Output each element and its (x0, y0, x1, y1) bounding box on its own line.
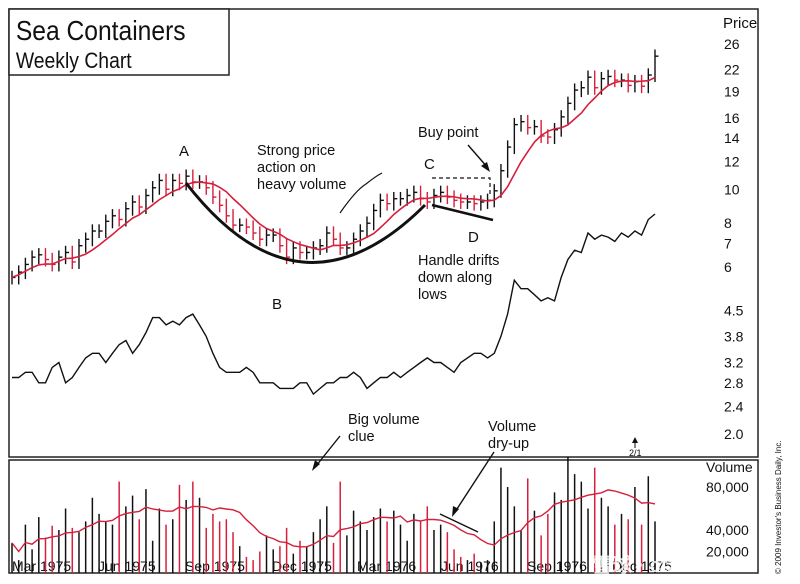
price-tick-label: 14 (724, 130, 740, 146)
annotation-handle-1: Handle drifts (418, 253, 499, 269)
price-pane-frame (8, 8, 759, 458)
relative-strength-line (12, 213, 656, 396)
annotation-d: D (468, 229, 479, 246)
price-tick-label: 2.0 (724, 426, 744, 442)
x-axis-label: Jun 1975 (98, 558, 156, 574)
price-tick-label: 4.5 (724, 303, 744, 319)
annotation-a: A (179, 143, 189, 160)
price-axis-label: Price (723, 15, 757, 32)
dryup-line (439, 513, 479, 533)
volume-axis-label: Volume (706, 459, 753, 475)
price-tick-label: 2.4 (724, 398, 744, 414)
x-axis-labels: Mar 1975 Jun 1975 Sep 1975 Dec 1975 Mar 1976… (12, 558, 672, 574)
split-marker-arrowhead (632, 437, 638, 443)
annotation-dryup-1: Volume (488, 419, 536, 435)
price-moving-average (11, 76, 656, 279)
price-tick-label: 3.2 (724, 355, 744, 371)
price-bars (11, 49, 659, 285)
copyright-text: © 2009 Investor's Business Daily, Inc. (774, 440, 783, 574)
annotation-big-volume-2: clue (348, 429, 375, 445)
annotation-dryup-2: dry-up (488, 436, 529, 452)
dryup-arrowhead (452, 506, 459, 517)
buy-point-line (432, 177, 491, 196)
x-axis-label: Sep 1975 (185, 558, 245, 574)
chart-title: Sea Containers (16, 15, 186, 47)
annotation-handle-2: down along (418, 270, 492, 286)
price-tick-label: 12 (724, 154, 740, 170)
big-volume-arrow (315, 435, 341, 467)
buy-point-arrowhead (481, 162, 490, 172)
chart-subtitle: Weekly Chart (16, 49, 132, 73)
price-tick-label: 6 (724, 259, 732, 275)
price-tick-label: 8 (724, 215, 732, 231)
price-tick-label: 2.8 (724, 375, 744, 391)
volume-moving-average (11, 489, 656, 553)
annotation-strong-2: action on (257, 160, 316, 176)
watermark-text: 雪球 · ct2007 (592, 554, 712, 577)
annotation-b: B (272, 296, 282, 313)
volume-tick-label: 20,000 (706, 544, 749, 560)
volume-tick-label: 40,000 (706, 522, 749, 538)
price-tick-label: 26 (724, 36, 740, 52)
big-volume-arrowhead (312, 460, 320, 471)
annotation-big-volume-1: Big volume (348, 412, 420, 428)
price-tick-label: 19 (724, 84, 740, 100)
dryup-arrow (454, 451, 495, 513)
handle-line (431, 203, 494, 222)
volume-bars (11, 456, 656, 573)
annotation-c: C (424, 156, 435, 173)
volume-pane-frame (8, 459, 759, 574)
x-axis-label: Mar 1975 (12, 558, 71, 574)
split-marker-label: 2/1 (629, 448, 642, 458)
volume-tick-label: 80,000 (706, 479, 749, 495)
annotation-strong-1: Strong price (257, 143, 335, 159)
x-axis-label: Jun 1976 (441, 558, 499, 574)
annotation-handle-3: lows (418, 287, 447, 303)
x-axis-label: Sep 1976 (527, 558, 587, 574)
price-tick-label: 22 (724, 61, 740, 77)
price-tick-label: 3.8 (724, 328, 744, 344)
price-tick-label: 10 (724, 181, 740, 197)
annotation-buy-point: Buy point (418, 125, 478, 141)
price-tick-label: 16 (724, 110, 740, 126)
title-box (8, 8, 230, 76)
x-axis-label: Dec 1975 (272, 558, 332, 574)
volume-axis-ticks: 80,000 40,000 20,000 (706, 479, 749, 560)
price-tick-label: 7 (724, 236, 732, 252)
strong-action-mark (339, 172, 383, 214)
annotation-strong-3: heavy volume (257, 177, 346, 193)
cup-curve (184, 182, 427, 264)
price-axis-ticks: 26 22 19 16 14 12 10 8 7 6 4.5 3.8 3.2 2.8 2.4 2.0 (724, 36, 744, 442)
